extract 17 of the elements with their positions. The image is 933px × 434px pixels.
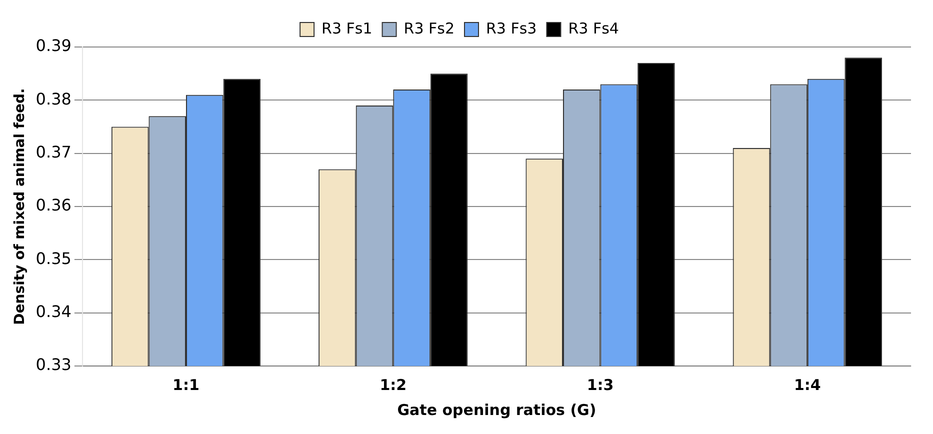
x-axis-title: Gate opening ratios (G) — [397, 400, 596, 419]
y-tick-label: 0.38 — [36, 89, 72, 108]
y-tick-label: 0.39 — [36, 36, 72, 56]
x-tick-label: 1:3 — [586, 376, 614, 394]
y-tick-label: 0.35 — [36, 248, 72, 268]
legend-label: R3 Fs2 — [404, 19, 455, 38]
x-tick-label: 1:4 — [794, 376, 821, 394]
x-tick-label: 1:2 — [380, 376, 407, 394]
y-tick-label: 0.36 — [36, 196, 72, 215]
legend-label: R3 Fs4 — [568, 19, 619, 38]
legend-label: R3 Fs1 — [322, 19, 372, 38]
y-tick-label: 0.37 — [36, 142, 72, 162]
y-axis-title: Density of mixed animal feed. — [12, 88, 28, 325]
y-tick-label: 0.34 — [36, 302, 72, 321]
x-tick-label: 1:1 — [172, 376, 200, 394]
y-tick-label: 0.33 — [36, 355, 72, 374]
legend-label: R3 Fs3 — [486, 19, 537, 38]
